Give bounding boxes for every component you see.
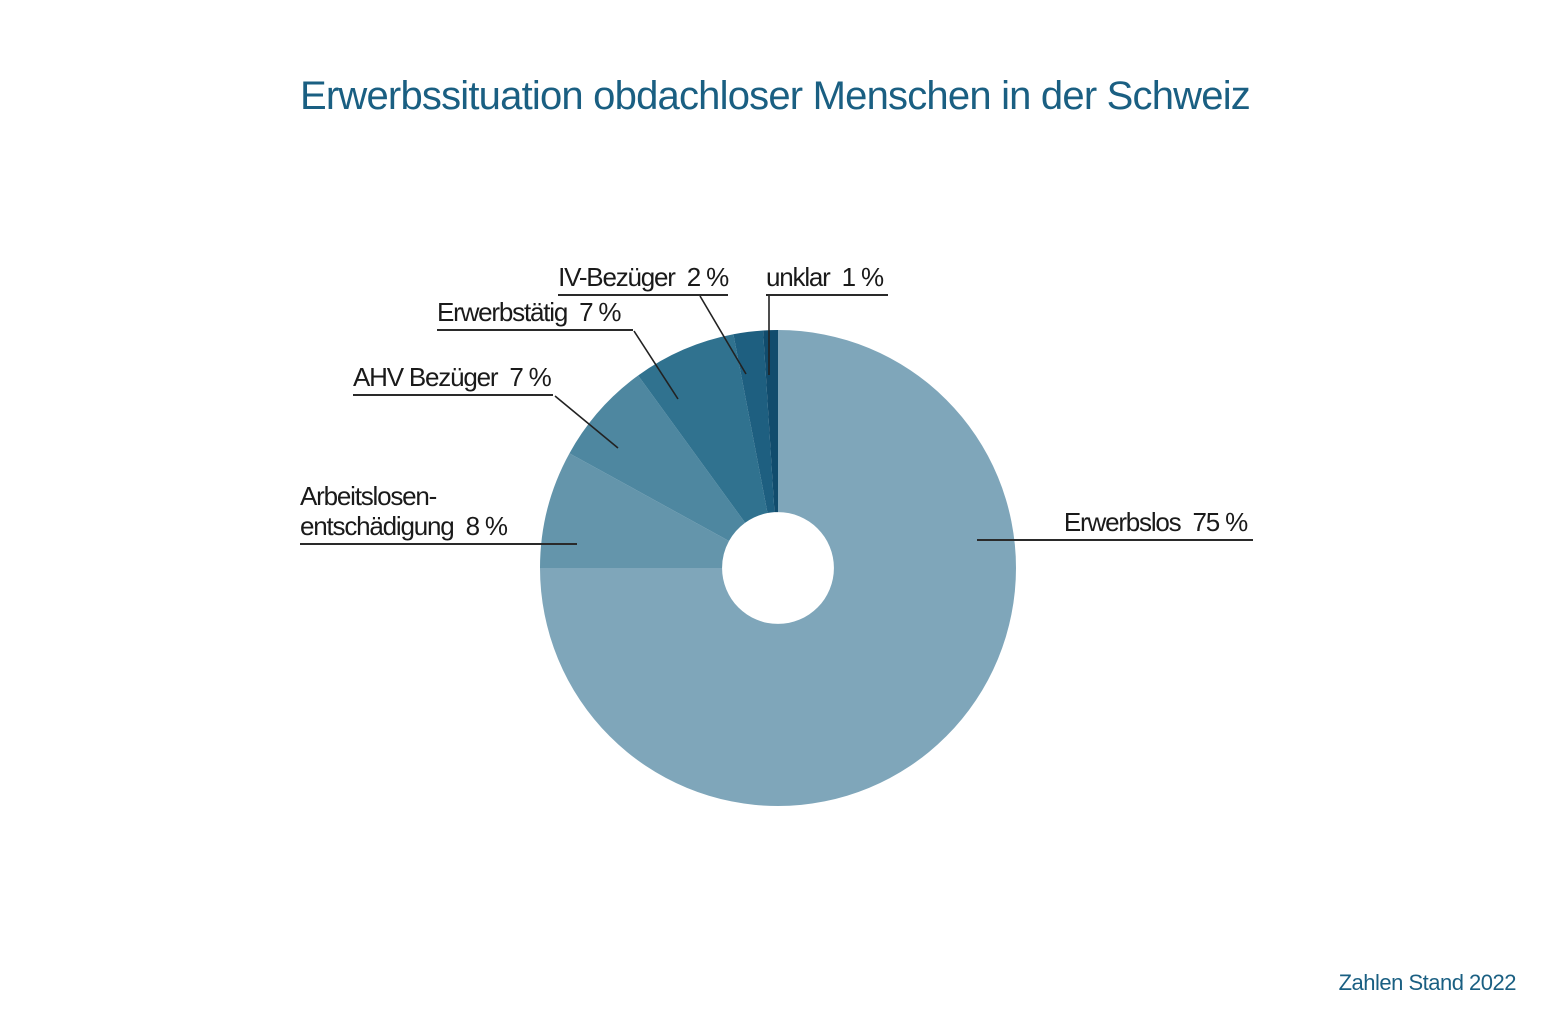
leader-line-iv-bezueger <box>699 295 747 375</box>
footer-note: Zahlen Stand 2022 <box>1338 970 1517 995</box>
leader-line-erwerbstaetig <box>633 330 679 400</box>
leader-line-ahv-bezueger <box>554 395 619 449</box>
pie-slice-ahv-bezueger <box>569 375 746 542</box>
chart-title: Erwerbssituation obdachloser Menschen in… <box>299 74 1251 118</box>
pie-slice-iv-bezueger <box>733 330 775 514</box>
label-arbeitslosenentschaedigung-line2: entschädigung 8 % <box>300 513 577 545</box>
pie-slice-erwerbslos <box>540 330 1016 806</box>
label-erwerbslos: Erwerbslos 75 % <box>977 509 1253 541</box>
label-erwerbstaetig: Erwerbstätig 7 % <box>437 299 633 331</box>
pie-slice-unklar <box>763 330 778 513</box>
pie-slice-erwerbstaetig <box>638 334 768 523</box>
label-ahv-bezueger: AHV Bezüger 7 % <box>353 364 553 396</box>
label-iv-bezueger: IV-Bezüger 2 % <box>558 264 729 296</box>
leader-lines-group <box>554 295 770 449</box>
pie-slices-group <box>540 330 1016 806</box>
label-arbeitslosenentschaedigung-line1: Arbeitslosen- <box>300 481 437 511</box>
label-unklar: unklar 1 % <box>766 264 888 296</box>
pie-slice-arbeitslosenentschaedigung <box>540 453 729 568</box>
